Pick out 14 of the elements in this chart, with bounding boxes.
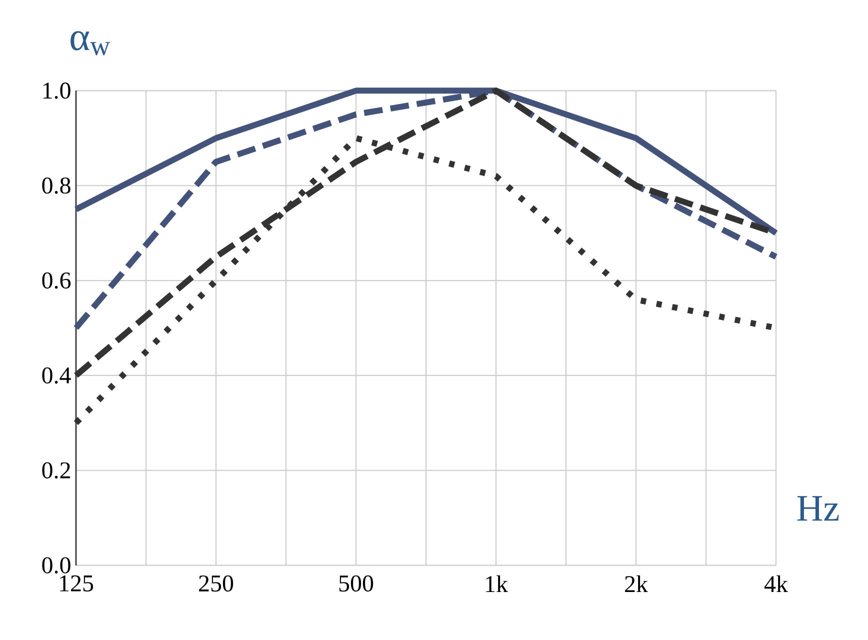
y-axis-title: α$_{w}$ [70, 31, 110, 56]
y-tick-label: 0.4 [42, 367, 71, 384]
y-tick-label: 0.2 [42, 462, 70, 479]
x-tick-label: 250 [199, 575, 234, 592]
x-tick-label: 4k [764, 575, 788, 592]
y-tick-label: 0.8 [42, 177, 70, 194]
x-axis-title: Hz [797, 496, 839, 521]
x-tick-label: 500 [339, 575, 374, 592]
y-tick-label: 0.6 [42, 272, 71, 289]
x-tick-label: 2k [625, 575, 648, 592]
x-tick-label: 125 [60, 575, 94, 592]
y-tick-label: 1.0 [43, 82, 70, 99]
y-tick-label: 0.0 [42, 557, 70, 574]
x-tick-label: 1k [486, 575, 508, 592]
